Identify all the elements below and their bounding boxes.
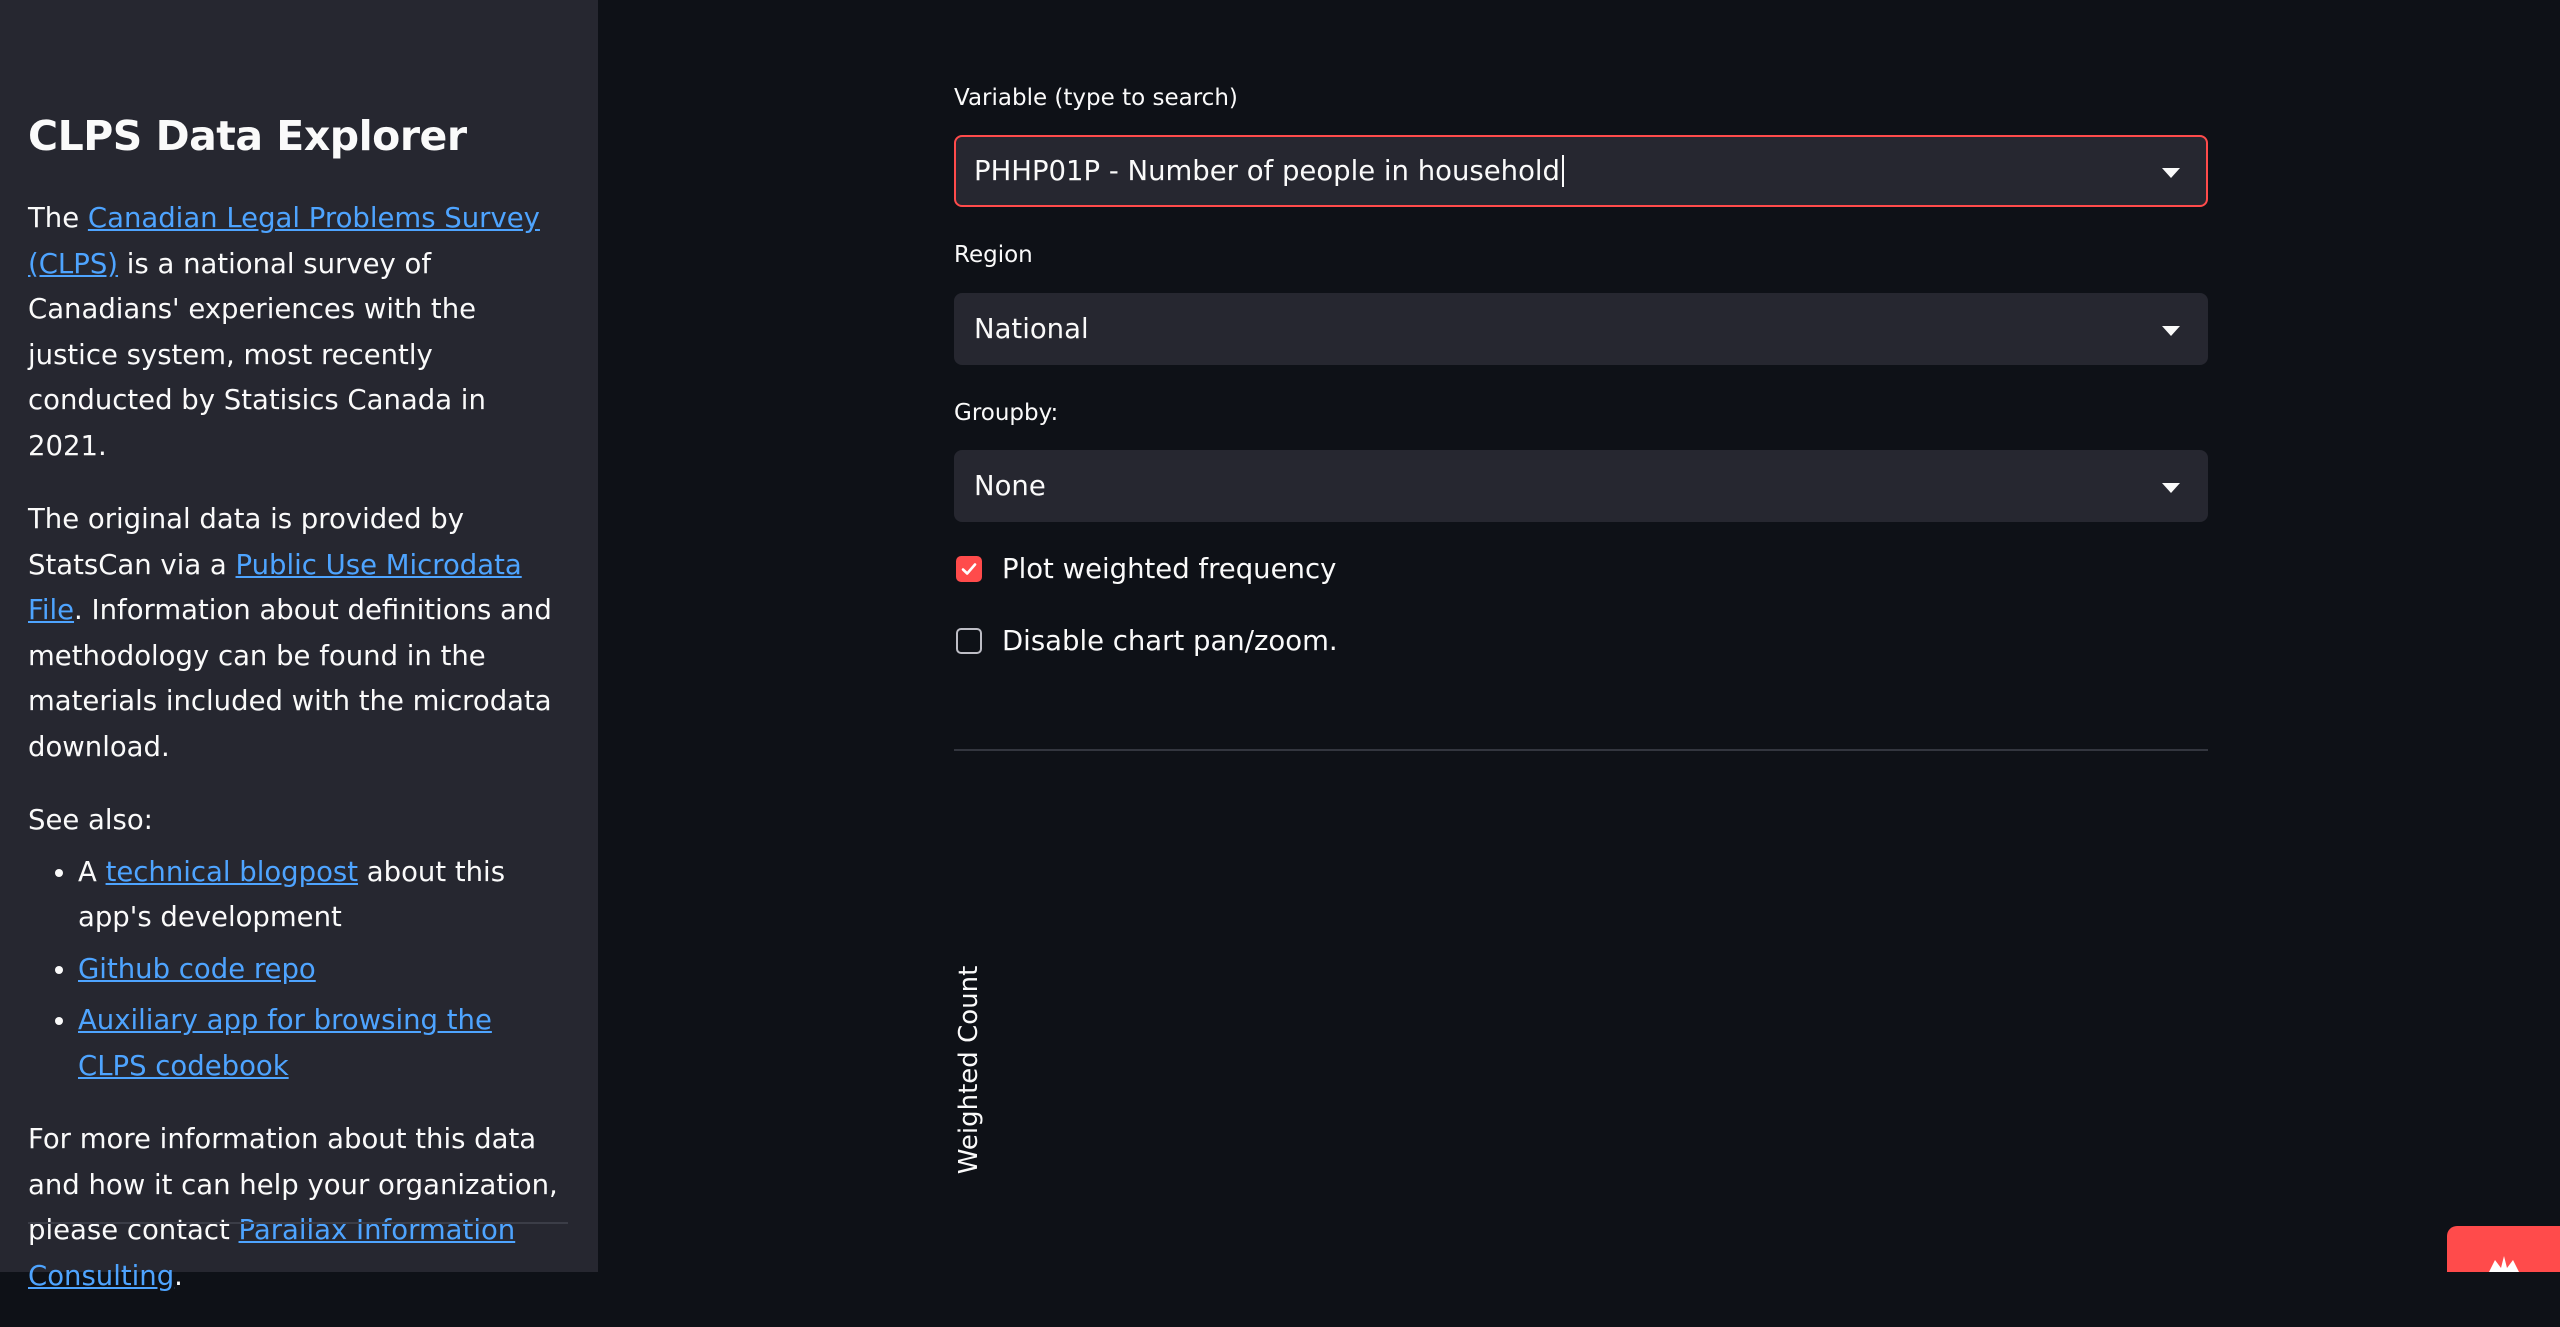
checkbox-unchecked-icon[interactable] <box>956 628 982 654</box>
contact-text: For more information about this data and… <box>28 1123 558 1246</box>
list-item-text-rest: about this app's development <box>78 855 506 934</box>
contact-text-end: . <box>174 1259 183 1292</box>
variable-select-value: PHHP01P - Number of people in household <box>974 155 1561 187</box>
intro-paragraph: The Canadian Legal Problems Survey (CLPS… <box>28 196 560 469</box>
sidebar-title: CLPS Data Explorer <box>28 112 467 160</box>
section-divider <box>954 749 2208 751</box>
groupby-select[interactable]: None <box>954 450 2208 522</box>
intro-text-rest: is a national survey of Canadians' exper… <box>28 247 486 462</box>
github-link[interactable]: Github code repo <box>78 952 316 985</box>
weighted-frequency-checkbox[interactable]: Plot weighted frequency <box>954 553 1336 585</box>
contact-paragraph: For more information about this data and… <box>28 1117 560 1299</box>
sidebar-divider <box>28 1222 568 1224</box>
codebook-app-link[interactable]: Auxiliary app for browsing the CLPS code… <box>78 1004 492 1082</box>
chevron-down-icon[interactable] <box>2162 168 2180 178</box>
groupby-label: Groupby: <box>954 400 1059 426</box>
see-also-list: A technical blogpost about this app's de… <box>28 850 560 1090</box>
data-source-paragraph: The original data is provided by StatsCa… <box>28 497 560 770</box>
intro-text: The <box>28 202 88 234</box>
crown-icon <box>2488 1256 2519 1272</box>
variable-select[interactable]: PHHP01P - Number of people in household <box>954 135 2208 207</box>
pumf-link[interactable]: Public Use Microdata File <box>28 548 522 627</box>
sidebar: CLPS Data Explorer The Canadian Legal Pr… <box>0 0 598 1292</box>
disable-panzoom-checkbox[interactable]: Disable chart pan/zoom. <box>954 625 1338 657</box>
chevron-down-icon[interactable] <box>2162 326 2180 336</box>
variable-label: Variable (type to search) <box>954 85 1238 111</box>
list-item: Github code repo <box>78 947 560 993</box>
region-select[interactable]: National <box>954 293 2208 365</box>
region-label: Region <box>954 242 1033 268</box>
streamlit-badge[interactable] <box>2447 1226 2560 1272</box>
clps-link[interactable]: Canadian Legal Problems Survey (CLPS) <box>28 202 540 280</box>
list-item: A technical blogpost about this app's de… <box>78 850 560 941</box>
source-text: The original data is provided by StatsCa… <box>28 503 465 581</box>
groupby-select-value: None <box>974 470 1046 502</box>
list-item-text: A <box>78 855 106 888</box>
weighted-frequency-label: Plot weighted frequency <box>1002 553 1337 585</box>
disable-panzoom-label: Disable chart pan/zoom. <box>1002 625 1338 657</box>
blogpost-link[interactable]: technical blogpost <box>105 855 359 888</box>
y-axis-label: Weighted Count <box>954 966 984 1175</box>
region-select-value: National <box>974 313 1089 345</box>
checkbox-checked-icon[interactable] <box>956 556 982 582</box>
chevron-down-icon[interactable] <box>2162 483 2180 493</box>
see-also-heading: See also: <box>28 804 153 836</box>
sidebar-body: The Canadian Legal Problems Survey (CLPS… <box>28 196 560 1327</box>
text-cursor <box>1562 155 1565 187</box>
source-text-rest: . Information about definitions and meth… <box>28 594 552 763</box>
main-content: Variable (type to search) PHHP01P - Numb… <box>598 0 2560 1272</box>
bar-chart[interactable]: Weighted Count <box>938 880 2210 1272</box>
list-item: Auxiliary app for browsing the CLPS code… <box>78 998 560 1089</box>
